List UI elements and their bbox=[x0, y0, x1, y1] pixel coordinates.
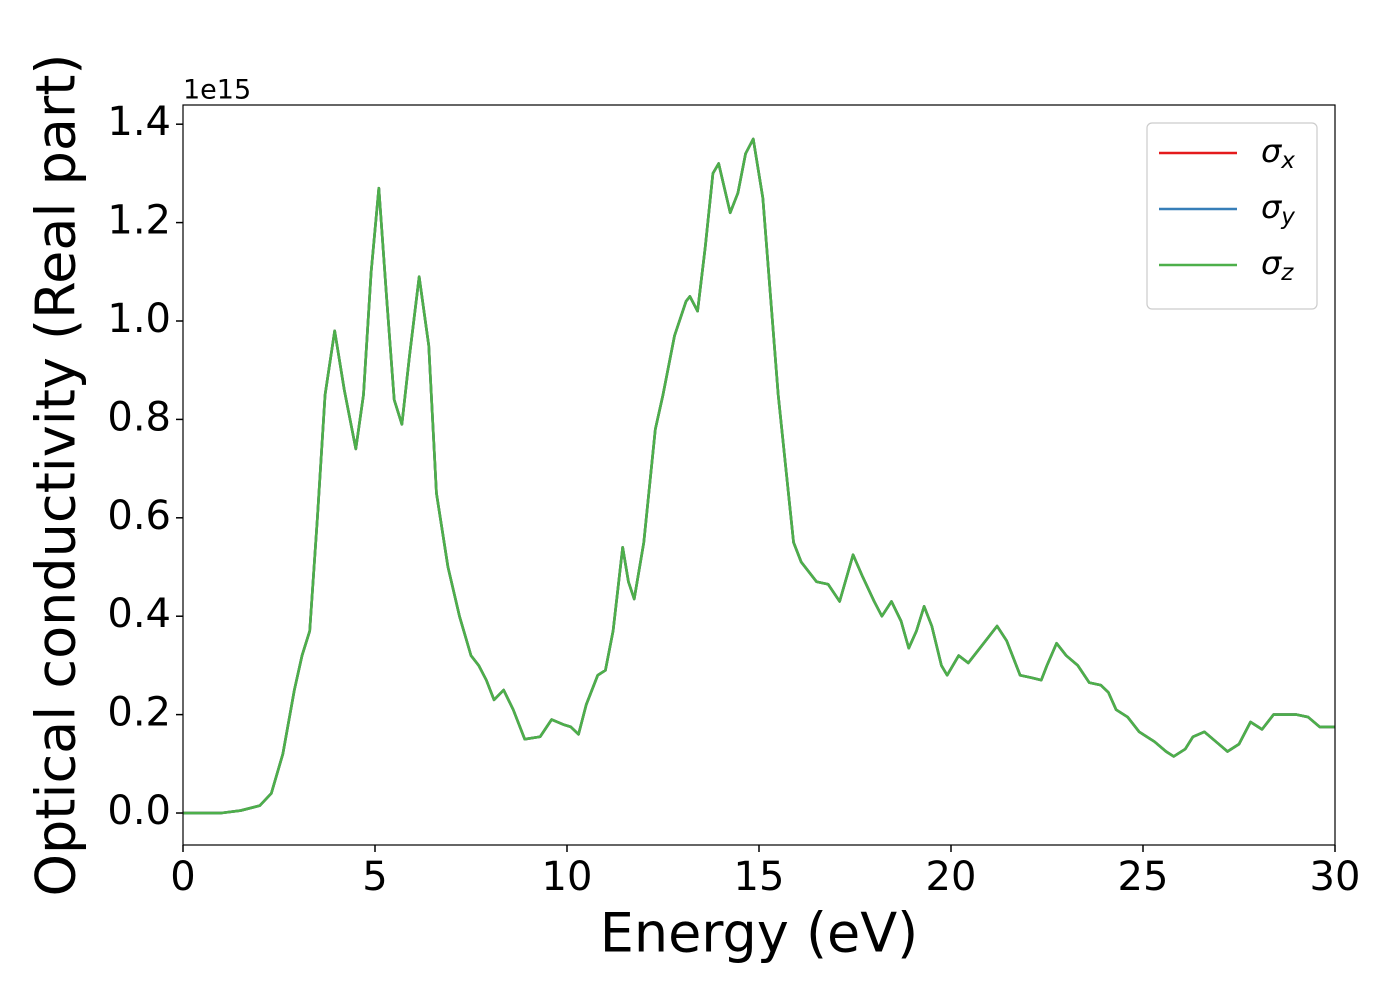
y-axis-label: Optical conductivity (Real part) bbox=[25, 54, 88, 897]
y-tick-label: 0.8 bbox=[107, 394, 171, 440]
x-tick-label: 30 bbox=[1310, 854, 1361, 900]
series-line bbox=[183, 137, 1335, 815]
x-tick-label: 25 bbox=[1118, 854, 1169, 900]
y-tick-label: 0.6 bbox=[107, 493, 171, 539]
x-tick-label: 20 bbox=[926, 854, 977, 900]
x-tick-label: 0 bbox=[170, 854, 195, 900]
plot-frame bbox=[182, 104, 1336, 846]
x-tick-label: 15 bbox=[734, 854, 785, 900]
x-tick-label: 10 bbox=[542, 854, 593, 900]
legend-box bbox=[1146, 122, 1318, 310]
y-tick-label: 0.0 bbox=[107, 788, 171, 834]
legend-label: σz bbox=[1261, 244, 1294, 286]
y-offset-label: 1e15 bbox=[183, 75, 251, 106]
legend-label: σy bbox=[1261, 188, 1295, 230]
legend-label: σx bbox=[1261, 132, 1295, 174]
y-tick-label: 1.4 bbox=[107, 99, 171, 145]
y-tick-label: 0.2 bbox=[107, 690, 171, 736]
y-tick-label: 1.2 bbox=[107, 198, 171, 244]
y-tick-label: 0.4 bbox=[107, 591, 171, 637]
y-tick-label: 1.0 bbox=[107, 296, 171, 342]
x-tick-label: 5 bbox=[362, 854, 387, 900]
x-axis-label: Energy (eV) bbox=[600, 902, 919, 965]
